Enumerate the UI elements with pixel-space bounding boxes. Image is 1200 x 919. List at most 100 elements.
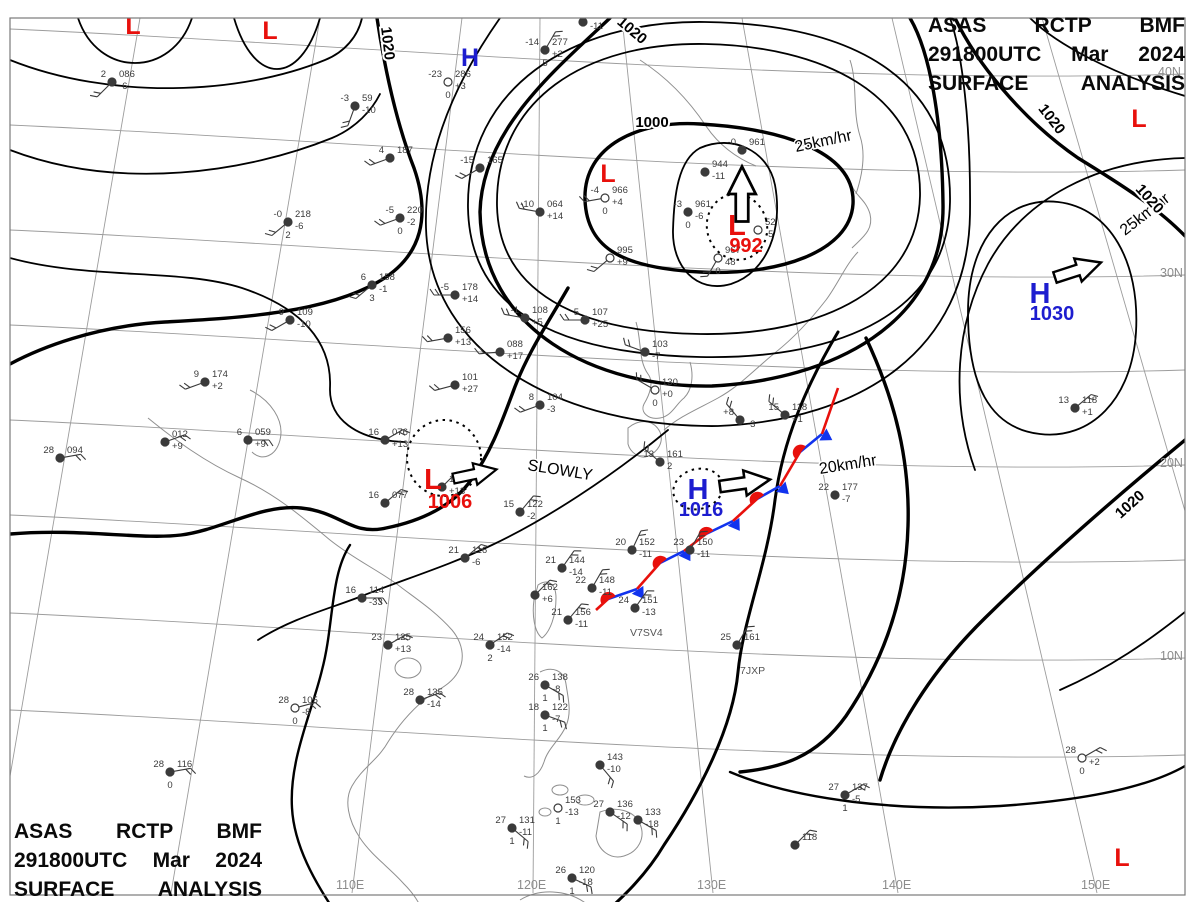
station-plot: 8 104-3 [514,392,563,415]
station-value: 15 [503,499,514,510]
station-value: 156 [575,607,591,618]
station-value: 148 [599,575,615,586]
station-value: 28 [153,759,164,770]
station-value: -13 [642,607,656,618]
wind-barb [364,158,387,166]
station-value: 4 [379,145,384,156]
station-value: -7 [652,351,660,362]
cold-front-pip [727,517,740,531]
wind-barb [548,686,565,703]
station-value: -11 [519,827,532,838]
station-plot: 143-10 [595,752,623,789]
station-circle [535,400,545,410]
station-value: 125 [395,632,411,643]
motion-speed-label: 25km/hr [793,127,854,156]
station-circle [540,45,550,55]
station-value: -1 [379,284,387,295]
wind-barb [179,382,202,390]
station-value: 076 [392,427,408,438]
station-value: 13 [643,449,654,460]
cold-front-pip [776,481,789,495]
station-plot: 4 187 [364,145,413,166]
wind-barb [492,632,515,644]
pressure-value: 1006 [428,491,473,513]
station-value: -6 [295,221,303,232]
station-value: +13 [455,337,471,348]
station-value: +27 [462,384,478,395]
station-id-annotation: 7JXP [740,665,765,677]
wind-barb [423,692,446,700]
station-value: 012 [172,429,188,440]
station-value: 150 [697,537,713,548]
station-circle [600,193,610,203]
station-plot: 23 125+13 [371,632,413,655]
station-circle [475,163,485,173]
station-value: 130 [662,377,678,388]
station-plot: 162+6 [530,579,558,605]
station-value: 144 [569,555,585,566]
station-circle [243,435,253,445]
station-circle [713,253,723,263]
wind-barb [348,287,370,300]
station-value: -10 [362,105,376,116]
isobar-value-label: 1000 [635,114,668,131]
station-value: 2 [487,653,492,664]
station-value: +14 [547,211,563,222]
station-circle [700,167,710,177]
station-value: 122 [552,702,568,713]
station-value: 966 [612,185,628,196]
station-value: 25 [720,632,731,643]
station-value: 153 [565,795,581,806]
pressure-letter: L [262,17,277,45]
station-value: 52 [765,217,776,228]
station-circle [753,225,763,235]
low-pressure-marker: L [125,18,140,40]
station-value: 162 [542,582,558,593]
wind-barb [559,313,581,321]
station-value: -2 [407,217,415,228]
longitude-label: 150E [1081,878,1110,892]
station-value: 103 [652,339,668,350]
station-value: 21 [551,607,562,618]
station-circle [1077,753,1087,763]
station-circle [732,640,742,650]
station-value: 26 [555,865,566,876]
wind-barb [429,288,451,296]
station-plot: -3 961-6 0 [674,199,711,231]
station-circle [735,415,745,425]
station-value: -11 [697,549,710,560]
station-value: +0 [662,389,673,400]
station-plot: 25 161 [720,625,760,650]
station-circle [443,333,453,343]
pressure-letter: H [1030,278,1051,310]
station-value: 161 [744,632,760,643]
station-value: -11 [639,549,652,560]
station-circle [515,507,525,517]
station-circle [553,803,563,813]
station-plot: -11 [578,18,603,32]
station-value: 101 [462,372,478,383]
wind-barb [700,261,717,278]
isobars [10,18,1185,902]
station-value: +25 [592,319,608,330]
station-value: 105 [302,695,318,706]
station-circle [650,385,660,395]
station-plot: 52-5 [753,217,776,240]
wind-barb [298,702,322,710]
wind-barb [264,224,286,237]
station-value: +1 [1082,407,1093,418]
station-circle [540,710,550,720]
station-plot: 24 151-13 [618,590,658,618]
station-value: 961 [749,137,765,148]
station-value: 28 [278,695,289,706]
station-plot: 6 059+9 [237,427,274,450]
station-circle [535,207,545,217]
station-plot: +8 -3 [723,396,755,430]
wind-barb [768,394,783,413]
station-value: -11 [590,21,603,32]
